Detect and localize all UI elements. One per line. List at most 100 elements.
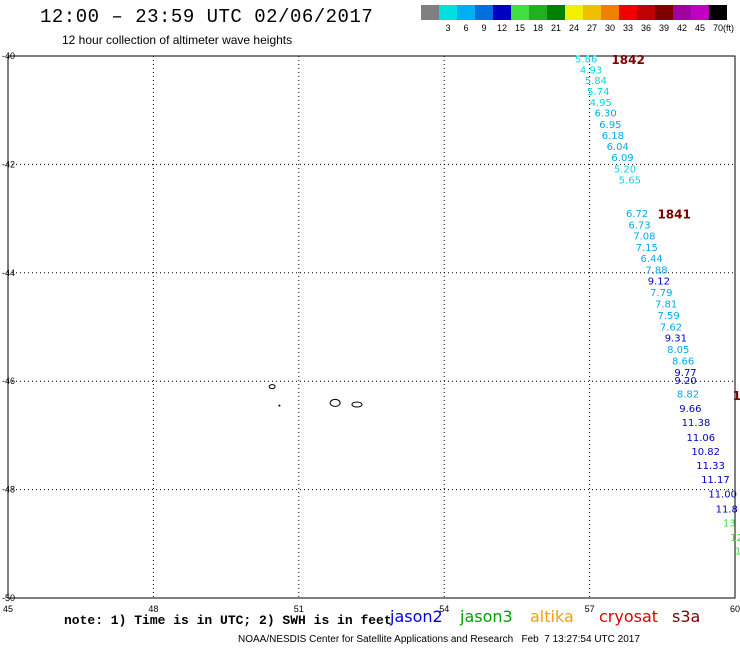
satellite-s3a: s3a [672,607,701,626]
wave-height-label: 7.88 [645,265,667,276]
legend-label: 30 [604,23,616,33]
wave-height-label: 5.74 [587,87,609,98]
wave-height-label: 11.8 [716,504,738,515]
wave-height-label: 6.72 [626,209,648,220]
island-outline [351,401,363,408]
legend-swatch [457,5,475,20]
wave-height-label: 6.18 [602,131,624,142]
legend-swatch [583,5,601,20]
satellite-cryosat: cryosat [599,607,659,626]
wave-height-label: 5.86 [575,55,597,66]
longitude-tick-label: 48 [148,604,158,614]
legend-label: 36 [640,23,652,33]
legend-label: 18 [532,23,544,33]
wave-height-label: 4.95 [590,98,612,109]
wave-height-label: 7.59 [657,311,679,322]
latitude-tick-label: -48 [2,485,15,495]
track-time-label: 1841 [657,208,690,222]
longitude-tick-label: 45 [3,604,13,614]
wave-height-label: 11.33 [696,461,725,472]
wave-height-label: 7.79 [650,288,672,299]
legend-label: 12 [496,23,508,33]
units-note: note: 1) Time is in UTC; 2) SWH is in fe… [64,613,392,628]
page-title: 12:00 – 23:59 UTC 02/06/2017 [40,6,374,28]
legend-label: 39 [658,23,670,33]
legend-label: 6 [463,23,469,33]
wave-height-label: 11.17 [701,475,730,486]
legend-swatch [565,5,583,20]
footer-credit: NOAA/NESDIS Center for Satellite Applica… [238,634,640,645]
wave-height-label: 6.44 [640,254,662,265]
color-legend: (ft) 3 6 9 12 15 18 21 24 27 30 33 36 39 42 45 70 [421,5,734,37]
wave-height-label: 6.09 [611,153,633,164]
track-time-label: 1842 [611,53,644,67]
wave-height-label: 7.81 [655,299,677,310]
longitude-tick-label: 57 [585,604,595,614]
page-subtitle: 12 hour collection of altimeter wave hei… [62,33,293,47]
wave-height-label: 5.65 [619,175,641,186]
wave-height-label: 9.20 [674,376,696,387]
satellite-jason2: jason2 [390,607,443,626]
legend-label: 15 [514,23,526,33]
island-outline [278,404,281,407]
latitude-tick-label: -40 [2,51,15,61]
wave-height-label: 4.93 [580,65,602,76]
legend-label: 33 [622,23,634,33]
legend-label: 45 [694,23,706,33]
wave-height-label: 6.30 [594,109,616,120]
wave-height-label: 9.66 [679,404,701,415]
wave-height-label: 9.12 [648,277,670,288]
island-outline [268,384,276,390]
legend-swatch [655,5,673,20]
wave-height-label: 8.66 [672,356,694,367]
longitude-tick-label: 51 [294,604,304,614]
latitude-tick-label: -42 [2,159,15,169]
legend-label: 9 [481,23,487,33]
wave-height-label: 10.82 [691,447,720,458]
wave-height-label: 11.06 [687,433,716,444]
legend-swatch [475,5,493,20]
legend-label: 24 [568,23,580,33]
wave-height-label: 8.05 [667,345,689,356]
wave-height-label: 11.38 [682,418,711,429]
legend-swatch [709,5,727,20]
legend-swatch [529,5,547,20]
wave-height-label: 7.62 [660,322,682,333]
legend-swatch [421,5,439,20]
wave-height-label: 12 [730,533,740,544]
latitude-tick-label: -46 [2,376,15,386]
latitude-tick-label: -50 [2,593,15,603]
wave-height-label: 7.08 [633,232,655,243]
wave-height-label: 9.77 [674,368,696,379]
wave-height-label: 11.00 [708,490,737,501]
wave-height-label: 7.15 [636,243,658,254]
legend-swatch [619,5,637,20]
longitude-tick-label: 60 [730,604,740,614]
legend-swatch [439,5,457,20]
wave-height-label: 8.82 [677,389,699,400]
island-outline [329,398,341,407]
satellite-jason3: jason3 [460,607,513,626]
wave-height-label: 5.84 [585,76,607,87]
longitude-tick-label: 54 [439,604,449,614]
track-time-label: 184 [733,389,740,403]
wave-height-label: 6.95 [599,120,621,131]
legend-swatch [637,5,655,20]
legend-swatch [511,5,529,20]
legend-swatch [493,5,511,20]
legend-label: 27 [586,23,598,33]
wave-height-label: 5.20 [614,165,636,176]
wave-height-label: 6.73 [628,220,650,231]
legend-label: 3 [445,23,451,33]
wave-height-label: 13 [723,518,736,529]
footer-timestamp: Feb 7 13:27:54 UTC 2017 [521,634,640,645]
legend-label: 70 [712,23,724,33]
legend-swatch [547,5,565,20]
footer-org: NOAA/NESDIS Center for Satellite Applica… [238,634,514,645]
legend-swatch [691,5,709,20]
wave-height-label: 6.04 [607,142,629,153]
legend-unit: (ft) [723,23,734,33]
satellite-altika: altika [530,607,574,626]
legend-swatch [673,5,691,20]
